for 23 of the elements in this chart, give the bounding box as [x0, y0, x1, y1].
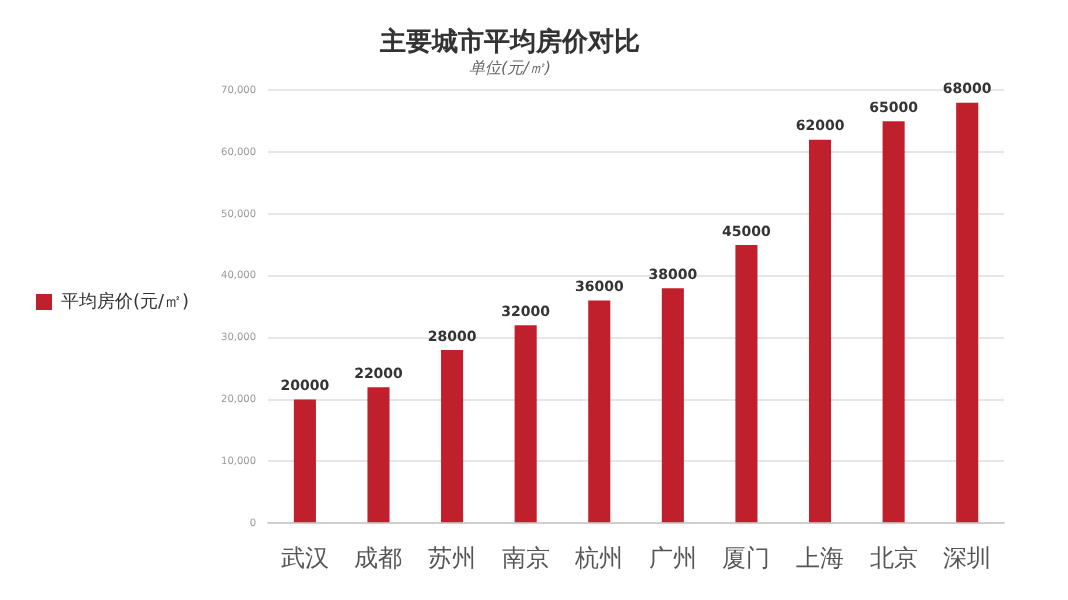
bar: [661, 288, 684, 523]
bar: [956, 102, 979, 523]
chart-title: 主要城市平均房价对比: [378, 26, 640, 59]
bar: [588, 300, 611, 523]
x-tick-label: 深圳: [943, 543, 992, 572]
bar: [441, 350, 464, 523]
x-tick-label: 成都: [354, 543, 403, 572]
x-tick-label: 南京: [501, 543, 550, 572]
bar: [735, 244, 758, 523]
bar: [367, 387, 390, 523]
x-tick-label: 广州: [648, 543, 697, 572]
x-tick-label: 北京: [869, 543, 918, 572]
legend-label: 平均房价(元/㎡): [61, 290, 190, 313]
x-tick-label: 武汉: [280, 543, 329, 572]
bar: [882, 121, 905, 523]
x-tick-label: 厦门: [722, 543, 771, 572]
bar: [514, 325, 537, 523]
bar: [808, 139, 832, 523]
chart-subtitle: 单位(元/㎡): [469, 58, 551, 77]
x-tick-label: 上海: [796, 543, 845, 572]
x-tick-label: 苏州: [428, 543, 477, 572]
x-tick-label: 杭州: [573, 543, 624, 572]
bar: [293, 399, 316, 523]
